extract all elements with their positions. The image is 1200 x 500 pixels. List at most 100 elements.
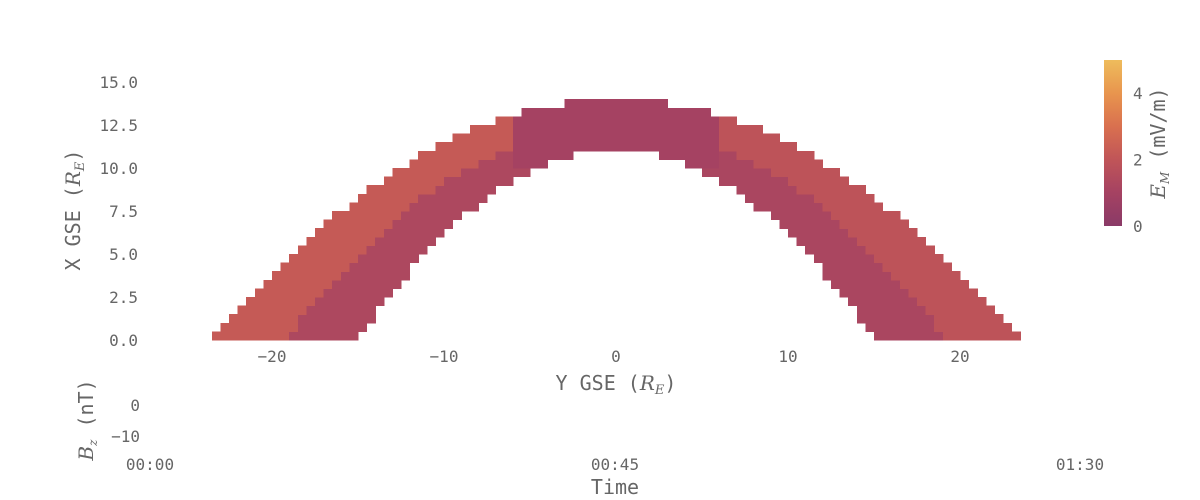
- heatmap-cell: [323, 288, 333, 298]
- heatmap-cell: [762, 193, 772, 203]
- heatmap-cell: [977, 297, 987, 307]
- heatmap-cell: [899, 228, 909, 238]
- heatmap-cell: [263, 288, 273, 298]
- heatmap-cell: [753, 202, 763, 212]
- heatmap-cell: [555, 107, 565, 117]
- heatmap-cell: [358, 279, 368, 289]
- heatmap-cell: [452, 142, 462, 152]
- heatmap-cell: [366, 297, 376, 307]
- heatmap-cell: [968, 305, 978, 315]
- heatmap-cell: [366, 314, 376, 324]
- heatmap-cell: [340, 271, 350, 281]
- heatmap-cell: [865, 254, 875, 264]
- heatmap-cell: [848, 202, 858, 212]
- heatmap-cell: [573, 99, 583, 109]
- x-tick-label: 20: [950, 347, 969, 366]
- heatmap-cell: [925, 271, 935, 281]
- heatmap-cell: [237, 305, 247, 315]
- heatmap-cell: [882, 279, 892, 289]
- heatmap-cell: [951, 288, 961, 298]
- heatmap-cell: [332, 228, 342, 238]
- heatmap-cell: [917, 271, 927, 281]
- heatmap-cell: [874, 202, 884, 212]
- heatmap-cell: [349, 279, 359, 289]
- heatmap-cell: [899, 262, 909, 272]
- heatmap-cell: [435, 219, 445, 229]
- heatmap-cell: [727, 133, 737, 143]
- heatmap-cell: [616, 107, 626, 117]
- heatmap-cell: [770, 211, 780, 221]
- heatmap-cell: [882, 211, 892, 221]
- heatmap-cell: [409, 159, 419, 169]
- heatmap-cell: [289, 254, 299, 264]
- heatmap-cell: [839, 193, 849, 203]
- heatmap-cell: [917, 236, 927, 246]
- heatmap-cell: [934, 322, 944, 332]
- heatmap-cell: [865, 202, 875, 212]
- heatmap-cell: [848, 211, 858, 221]
- bz-panel: 0 −10 Bz (nT) 00:00 00:45 01:30 Time: [74, 379, 1104, 499]
- heatmap-cell: [899, 245, 909, 255]
- heatmap-cell: [332, 305, 342, 315]
- heatmap-cell: [289, 297, 299, 307]
- heatmap-cell: [719, 125, 729, 135]
- heatmap-cell: [848, 228, 858, 238]
- heatmap-cell: [280, 322, 290, 332]
- heatmap-cell: [469, 176, 479, 186]
- heatmap-cell: [315, 288, 325, 298]
- heatmap-cell: [461, 185, 471, 195]
- heatmap-cell: [659, 125, 669, 135]
- y-tick-label: 10.0: [99, 159, 138, 178]
- heatmap-cell: [736, 150, 746, 160]
- heatmap-cell: [401, 202, 411, 212]
- heatmap-cell: [504, 133, 514, 143]
- heatmap-cell: [727, 116, 737, 126]
- heatmap-cell: [805, 159, 815, 169]
- heatmap-cell: [332, 297, 342, 307]
- heatmap-cell: [745, 150, 755, 160]
- heatmap-cell: [839, 228, 849, 238]
- heatmap-cell: [461, 202, 471, 212]
- heatmap-cell: [934, 305, 944, 315]
- heatmap-cell: [917, 305, 927, 315]
- heatmap-cell: [839, 176, 849, 186]
- heatmap-cell: [272, 331, 282, 341]
- heatmap-cell: [478, 133, 488, 143]
- heatmap-cell: [899, 322, 909, 332]
- heatmap-cell: [633, 133, 643, 143]
- heatmap-cell: [547, 150, 557, 160]
- heatmap-cell: [521, 159, 531, 169]
- heatmap-cell: [607, 125, 617, 135]
- heatmap-cell: [917, 262, 927, 272]
- heatmap-cell: [684, 159, 694, 169]
- heatmap-cell: [418, 168, 428, 178]
- heatmap-cell: [538, 159, 548, 169]
- heatmap-cell: [865, 219, 875, 229]
- heatmap-cell: [289, 262, 299, 272]
- heatmap-cell: [942, 288, 952, 298]
- heatmap-cell: [495, 150, 505, 160]
- heatmap-cell: [246, 331, 256, 341]
- heatmap-cell: [504, 142, 514, 152]
- heatmap-cell: [555, 125, 565, 135]
- heatmap-cell: [366, 193, 376, 203]
- heatmap-cell: [1003, 322, 1013, 332]
- heatmap-cell: [1011, 331, 1021, 341]
- heatmap-cell: [942, 297, 952, 307]
- heatmap-cell: [435, 150, 445, 160]
- heatmap-cell: [349, 297, 359, 307]
- heatmap-cell: [306, 254, 316, 264]
- heatmap-cell: [280, 279, 290, 289]
- heatmap-cell: [340, 219, 350, 229]
- heatmap-cell: [917, 279, 927, 289]
- heatmap-cell: [229, 322, 239, 332]
- heatmap-cell: [770, 202, 780, 212]
- heatmap-cell: [521, 150, 531, 160]
- heatmap-cell: [418, 202, 428, 212]
- heatmap-cell: [805, 150, 815, 160]
- heatmap-cell: [925, 331, 935, 341]
- heatmap-cell: [375, 262, 385, 272]
- heatmap-cell: [968, 314, 978, 324]
- heatmap-cell: [564, 116, 574, 126]
- heatmap-cell: [839, 185, 849, 195]
